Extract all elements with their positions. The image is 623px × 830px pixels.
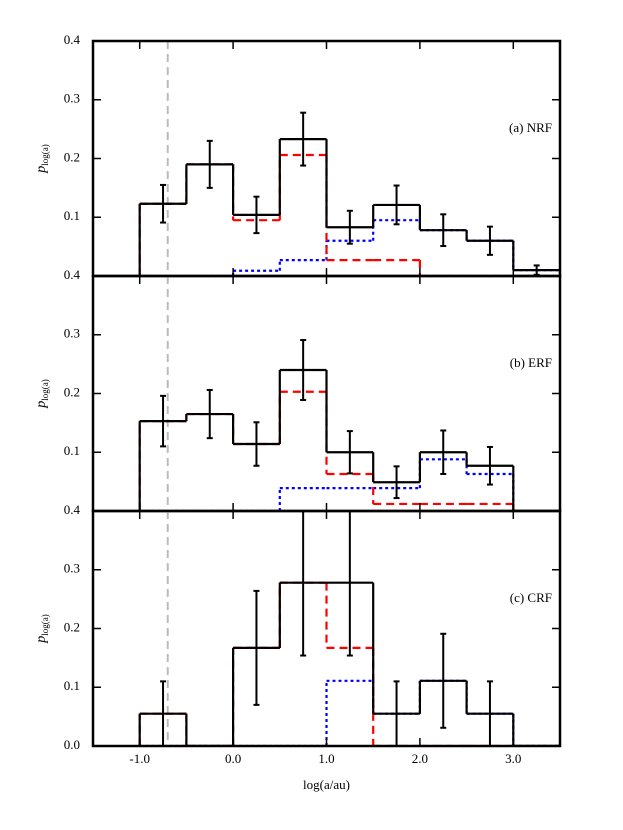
- x-tick-label: 2.0: [412, 751, 428, 766]
- error-bar: [346, 511, 353, 657]
- y-tick-label: 0.2: [64, 384, 80, 399]
- y-tick-label: 0.1: [64, 678, 80, 693]
- error-bar: [253, 421, 260, 467]
- x-tick-label: -1.0: [129, 751, 150, 766]
- y-axis-label: plog(a): [34, 379, 50, 409]
- error-bar: [253, 195, 260, 235]
- y-tick-label: 0.3: [64, 91, 80, 106]
- panel: [138, 511, 560, 746]
- panel: [138, 276, 560, 511]
- panel-label: (c) CRF: [510, 590, 552, 605]
- error-bar: [393, 184, 400, 226]
- y-tick-label: 0.1: [64, 443, 80, 458]
- error-bar: [300, 339, 307, 401]
- y-tick-label: 0.3: [64, 561, 80, 576]
- y-label-sub: log(a): [40, 379, 50, 401]
- x-tick-label: 0.0: [225, 751, 241, 766]
- y-tick-label: 0.4: [64, 32, 81, 47]
- error-bar: [393, 465, 400, 500]
- y-tick-label: 0.0: [64, 737, 80, 752]
- error-bar: [300, 111, 307, 167]
- axes-frame: [91, 509, 562, 748]
- y-label-main: p: [34, 166, 49, 174]
- x-tick-label: 1.0: [318, 751, 334, 766]
- y-tick-label: 0.4: [64, 267, 81, 282]
- y-label-sub: log(a): [40, 144, 50, 166]
- x-axis-label: log(a/au): [303, 777, 350, 792]
- y-tick-label: 0.2: [64, 619, 80, 634]
- error-bar: [440, 213, 447, 248]
- y-tick-label: 0.1: [64, 208, 80, 223]
- y-label-main: p: [34, 636, 49, 644]
- panel: [138, 41, 560, 276]
- error-bar: [346, 209, 353, 245]
- y-tick-label: 0.2: [64, 149, 80, 164]
- error-bar: [253, 589, 260, 706]
- y-axis-label: plog(a): [34, 614, 50, 644]
- y-axis-label: plog(a): [34, 144, 50, 174]
- error-bar: [160, 680, 167, 746]
- error-bar: [486, 680, 493, 746]
- error-bar: [206, 388, 213, 440]
- error-bar: [346, 430, 353, 475]
- y-label-sub: log(a): [40, 614, 50, 636]
- panel-label: (b) ERF: [510, 355, 552, 370]
- y-tick-label: 0.4: [64, 502, 81, 517]
- error-bar: [486, 225, 493, 256]
- error-bar: [160, 394, 167, 448]
- error-bar: [440, 632, 447, 729]
- y-label-main: p: [34, 401, 49, 409]
- error-bar: [300, 511, 307, 657]
- error-bar: [440, 429, 447, 475]
- error-bar: [393, 680, 400, 746]
- error-bar: [486, 445, 493, 486]
- y-tick-label: 0.3: [64, 326, 80, 341]
- panel-label: (a) NRF: [509, 120, 552, 135]
- error-bar: [206, 139, 213, 189]
- x-tick-label: 3.0: [505, 751, 521, 766]
- error-bar: [160, 183, 167, 224]
